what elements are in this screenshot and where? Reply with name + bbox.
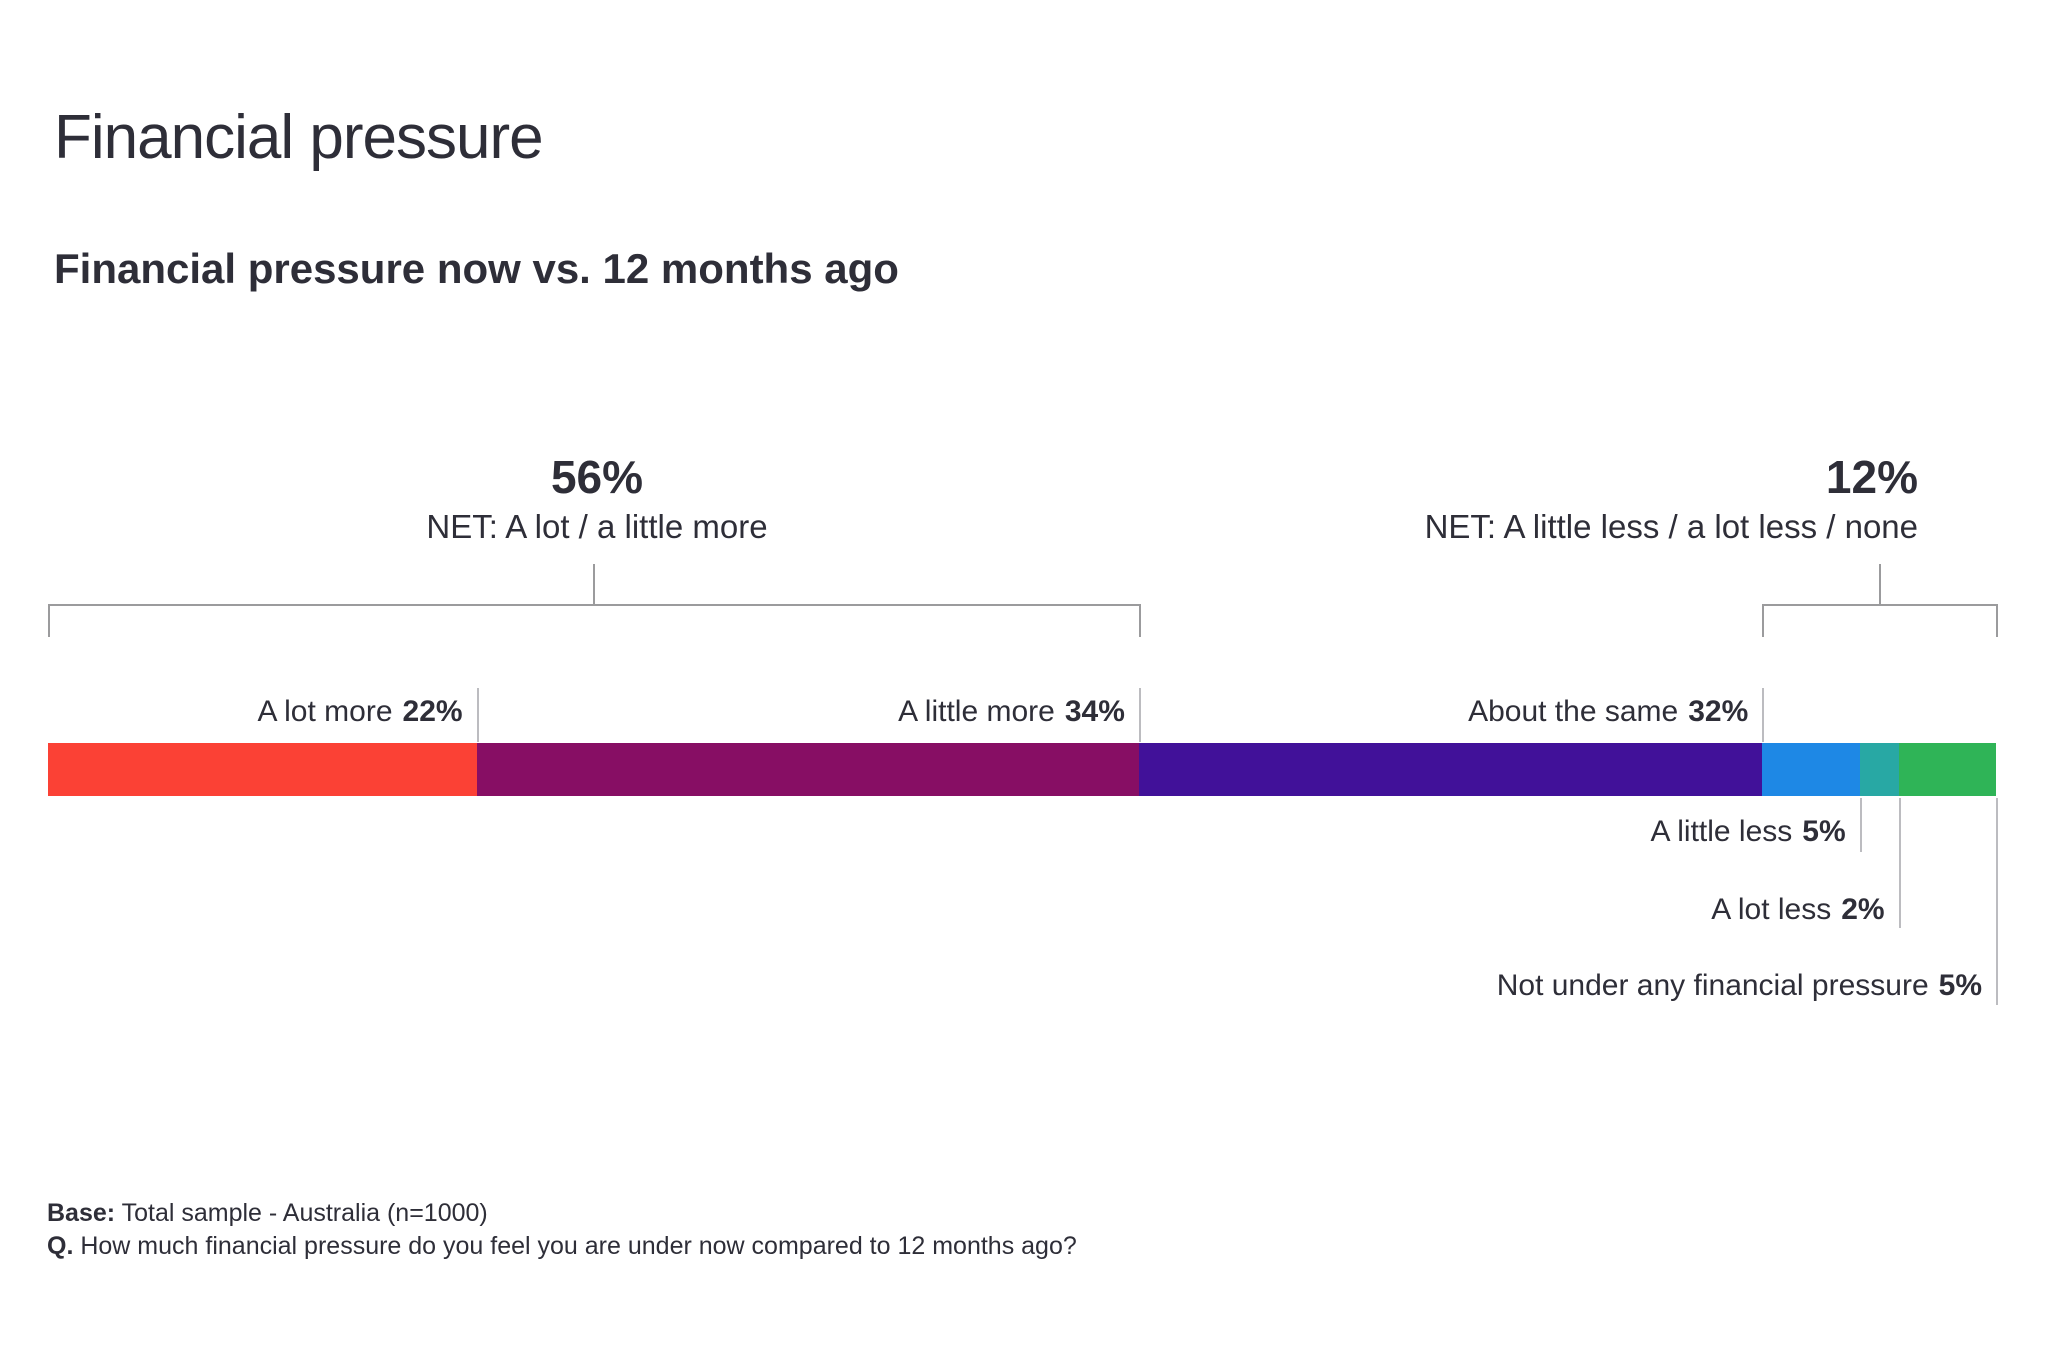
net-value: 12% xyxy=(1825,451,1918,503)
bracket-end-right-net-a-little-less-a-lot-less-none xyxy=(1996,604,1998,637)
segment-label-a-little-less: A little less 5% xyxy=(1651,814,1846,850)
net-label: NET: A little less / a lot less / none xyxy=(1424,508,1918,545)
bar-segment-about-the-same xyxy=(1138,743,1763,796)
bracket-end-right-net-a-lot-a-little-more xyxy=(1138,604,1141,637)
bar-segment-not-under-any-financial-pressure xyxy=(1898,743,1996,796)
bar-segment-a-lot-less xyxy=(1859,743,1899,796)
chart-subtitle: Financial pressure now vs. 12 months ago xyxy=(54,245,899,292)
bar-segment-a-lot-more xyxy=(48,743,477,796)
tick-line-a-lot-less xyxy=(1898,798,1901,928)
tick-line-a-little-more xyxy=(1138,688,1141,742)
bar-segment-a-little-less xyxy=(1762,743,1860,796)
tick-line-a-little-less xyxy=(1859,798,1862,852)
tick-line-not-under-any-financial-pressure xyxy=(1996,798,1998,1005)
segment-value: 34% xyxy=(1064,695,1125,728)
segment-value: 32% xyxy=(1688,695,1749,728)
net-value: 56% xyxy=(550,451,644,503)
segment-value: 2% xyxy=(1841,893,1885,926)
net-label: NET: A lot / a little more xyxy=(426,508,768,545)
segment-name: A little more xyxy=(898,695,1055,728)
segment-name: A lot more xyxy=(257,695,393,728)
net-annotation-net-a-little-less-a-lot-less-none: 12% NET: A little less / a lot less / non… xyxy=(1018,448,1918,548)
segment-label-a-lot-less: A lot less 2% xyxy=(1711,892,1884,928)
tick-line-a-lot-more xyxy=(476,688,479,742)
segment-name: A lot less xyxy=(1711,893,1832,926)
bracket-center-net-a-little-less-a-lot-less-none xyxy=(1879,564,1882,604)
footer-base-label: Base: xyxy=(47,1199,116,1227)
segment-name: Not under any financial pressure xyxy=(1496,969,1929,1002)
segment-name: A little less xyxy=(1650,815,1793,848)
bracket-end-left-net-a-lot-a-little-more xyxy=(48,604,50,637)
segment-label-a-lot-more: A lot more 22% xyxy=(257,694,462,730)
segment-value: 5% xyxy=(1802,815,1846,848)
footer-base-text: Total sample - Australia (n=1000) xyxy=(115,1199,488,1227)
footer-question-line: Q. How much financial pressure do you fe… xyxy=(47,1231,1077,1262)
footer-question-text: How much financial pressure do you feel … xyxy=(73,1232,1077,1260)
tick-line-about-the-same xyxy=(1762,688,1765,742)
bracket-center-net-a-lot-a-little-more xyxy=(593,564,596,604)
bracket-span-net-a-lot-a-little-more xyxy=(48,604,1139,606)
footer-base-line: Base: Total sample - Australia (n=1000) xyxy=(47,1198,488,1229)
stacked-bar xyxy=(48,743,1996,796)
segment-label-about-the-same: About the same 32% xyxy=(1468,694,1748,730)
segment-name: About the same xyxy=(1468,695,1679,728)
segment-label-not-under-any-financial-pressure: Not under any financial pressure 5% xyxy=(1497,968,1982,1004)
segment-value: 5% xyxy=(1938,969,1982,1002)
footer-question-label: Q. xyxy=(47,1232,74,1260)
net-annotation-net-a-lot-a-little-more: 56% NET: A lot / a little more xyxy=(147,448,1047,548)
bracket-span-net-a-little-less-a-lot-less-none xyxy=(1762,604,1996,606)
segment-label-a-little-more: A little more 34% xyxy=(898,694,1125,730)
bracket-end-left-net-a-little-less-a-lot-less-none xyxy=(1762,604,1765,637)
bar-segment-a-little-more xyxy=(476,743,1139,796)
page-title: Financial pressure xyxy=(54,103,544,172)
segment-value: 22% xyxy=(402,695,463,728)
